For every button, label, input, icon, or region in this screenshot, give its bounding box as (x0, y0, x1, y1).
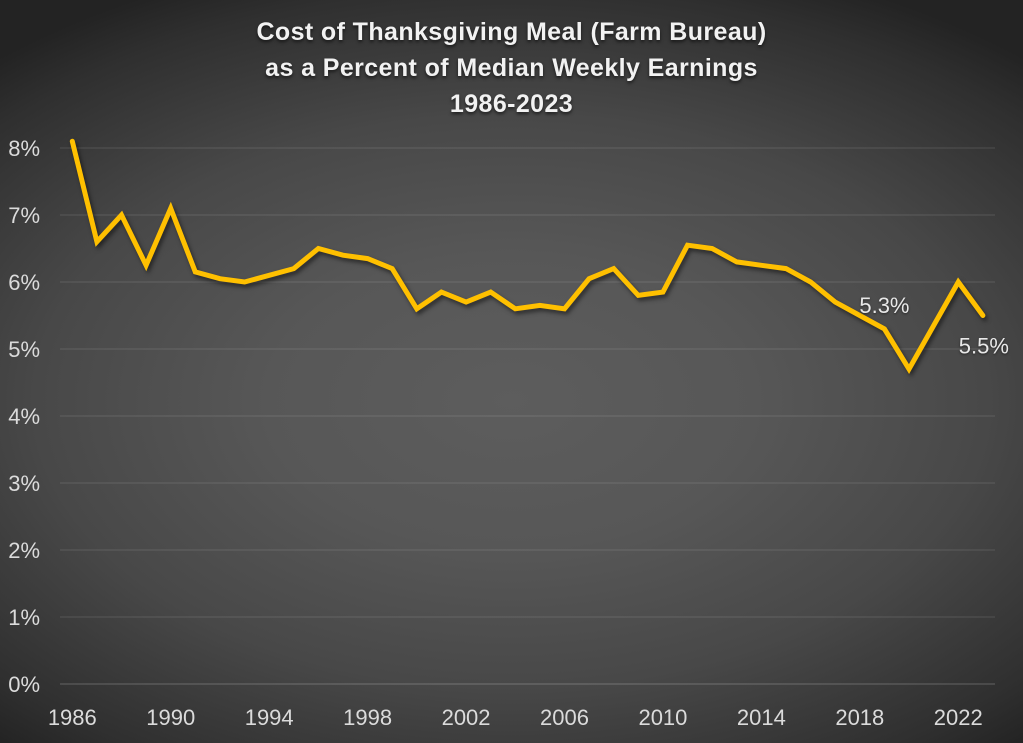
y-tick-label: 1% (8, 605, 40, 630)
y-tick-label: 5% (8, 337, 40, 362)
data-label: 5.5% (959, 334, 1009, 359)
chart-title-line-1: Cost of Thanksgiving Meal (Farm Bureau) (256, 18, 767, 46)
y-tick-label: 4% (8, 404, 40, 429)
chart-title-line-2: as a Percent of Median Weekly Earnings (265, 54, 758, 82)
x-tick-label: 1986 (48, 705, 97, 730)
y-tick-label: 7% (8, 203, 40, 228)
y-tick-label: 0% (8, 672, 40, 697)
y-tick-label: 2% (8, 538, 40, 563)
x-tick-label: 1994 (245, 705, 294, 730)
chart-title-line-3: 1986-2023 (449, 90, 574, 118)
x-tick-label: 1990 (146, 705, 195, 730)
x-tick-label: 2022 (934, 705, 983, 730)
data-label: 5.3% (859, 293, 909, 318)
x-tick-label: 2018 (835, 705, 884, 730)
x-tick-label: 2014 (737, 705, 786, 730)
x-tick-label: 2010 (638, 705, 687, 730)
x-tick-label: 1998 (343, 705, 392, 730)
data-line (69, 138, 986, 375)
chart-title: Cost of Thanksgiving Meal (Farm Bureau) … (0, 14, 1023, 122)
y-tick-label: 6% (8, 270, 40, 295)
x-tick-label: 2006 (540, 705, 589, 730)
x-tick-label: 2002 (442, 705, 491, 730)
y-tick-label: 3% (8, 471, 40, 496)
y-tick-label: 8% (8, 136, 40, 161)
